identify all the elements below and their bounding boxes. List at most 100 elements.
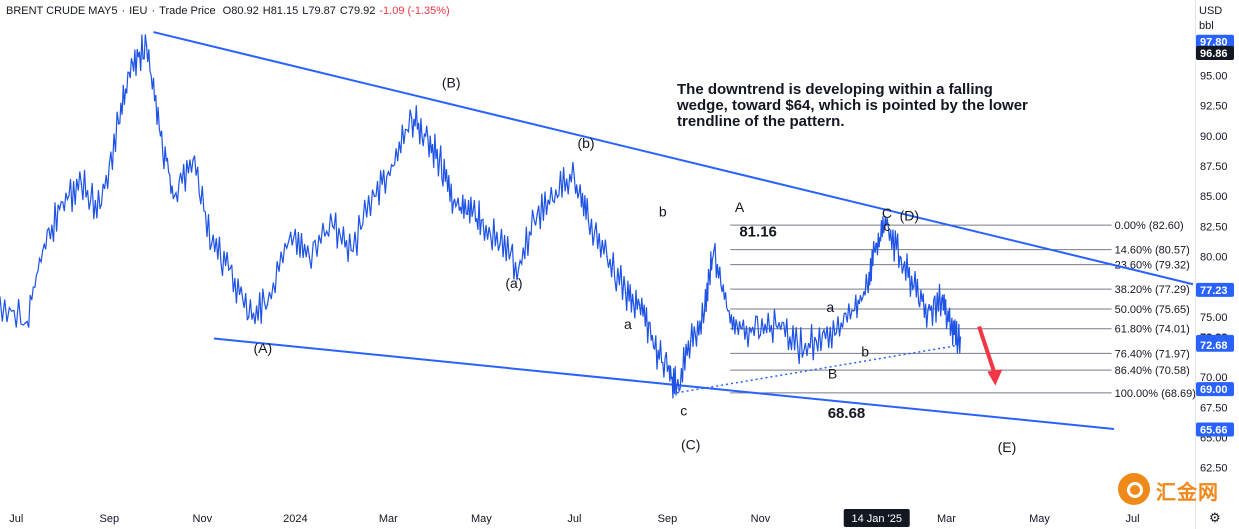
price-point [852,309,855,312]
symbol-name[interactable]: BRENT CRUDE MAY5 [6,5,118,17]
price-point [899,255,901,258]
price-point [866,285,869,288]
price-point [675,387,678,389]
y-tick-label: 95.00 [1200,70,1228,82]
ohlc-open: O80.92 [222,5,259,17]
price-point [192,159,194,161]
wave-label: c [883,218,890,234]
price-axis-badge [1196,282,1234,297]
upper-trendline [153,31,1194,286]
price-point [713,249,715,252]
price-point [689,340,692,342]
price-axis-badge-label: 72.68 [1200,340,1228,352]
price-axis-badge [1196,422,1234,437]
price-point [666,370,669,372]
x-tick-label: Nov [193,513,213,525]
price-axis-badge-label: 69.00 [1200,384,1228,396]
price-point [555,189,557,191]
logo-circle-icon [1118,473,1150,505]
price-axis-badge-label: 77.23 [1200,285,1228,297]
price-point [117,122,120,125]
y-tick-label: 82.50 [1200,221,1228,233]
x-tick-label: Sep [658,513,678,525]
price-point [331,225,334,228]
price-point [373,195,376,197]
price-point [410,116,413,119]
exchange-name: IEU [129,5,148,17]
wave-label: (C) [681,437,700,453]
x-tick-label: Mar [379,513,398,525]
fib-level-label: 50.00% (75.65) [1115,304,1190,316]
ohlc-low: L79.87 [302,5,336,17]
wave-label: c [680,403,687,419]
price-point [573,177,576,179]
wave-label: (b) [577,135,594,151]
wave-label: b [659,204,667,220]
x-tick-label: 2024 [283,513,307,525]
y-tick-label: 92.50 [1200,101,1228,113]
price-axis-badge [1196,337,1234,352]
price-point [266,303,269,306]
price-point [638,303,641,306]
price-point [480,219,483,222]
price-scale-divider [1195,0,1196,529]
x-crosshair-badge [843,509,910,527]
y-tick-label: 85.00 [1200,191,1228,203]
price-series-line [0,34,961,399]
price-point [759,334,762,336]
price-point [778,322,780,324]
wave-label: (A) [253,340,272,356]
x-tick-label: Jul [1126,513,1140,525]
fib-level-label: 0.00% (82.60) [1115,220,1184,232]
ohlc-high: H81.15 [262,5,299,17]
x-tick-label: Jul [567,513,581,525]
wave-label: C [882,205,892,221]
price-point [624,291,627,294]
price-point [173,195,176,197]
wave-label: b [861,344,869,360]
wave-label: a [826,299,834,315]
price-type: Trade Price [159,5,216,17]
value-label: 68.68 [828,405,866,422]
wave-label: a [624,316,632,332]
currency-selector[interactable]: USD bbl [1199,4,1222,34]
price-axis-badge-label: 97.80 [1200,37,1228,49]
price-point [210,243,213,246]
wave-label: (D) [900,207,919,223]
separator: · [121,5,126,17]
currency-unit: bbl [1199,20,1214,32]
fib-level-label: 61.80% (74.01) [1115,324,1190,336]
price-point [438,159,441,161]
price-point [392,165,394,167]
value-label: 81.16 [739,224,777,241]
y-tick-label: 80.00 [1200,251,1228,263]
price-point [229,267,232,270]
fib-level-label: 86.40% (70.58) [1115,365,1190,377]
y-tick-label: 90.00 [1200,131,1228,143]
price-point [499,243,501,246]
price-point [950,328,952,330]
price-point [959,336,962,339]
fib-level-label: 76.40% (71.97) [1115,348,1190,360]
price-point [885,224,887,226]
analysis-note: The downtrend is developing within a fal… [677,81,1028,130]
price-point [131,62,134,65]
price-point [24,322,27,324]
price-point [99,207,101,210]
price-point [350,249,352,252]
separator: · [151,5,156,17]
price-point [424,135,427,137]
price-change: -1.09 (-1.35%) [379,5,450,17]
price-point [248,315,250,318]
x-tick-label: Jul [9,513,23,525]
y-tick-label: 87.50 [1200,161,1228,173]
price-axis-badge-label: 96.86 [1200,48,1228,60]
projection-arrowhead [987,369,1003,386]
price-point [145,44,148,47]
settings-gear-icon[interactable]: ⚙ [1209,510,1221,525]
fib-level-label: 100.00% (68.69) [1115,388,1196,400]
x-tick-label: Sep [100,513,120,525]
wave-label: B [828,365,837,381]
